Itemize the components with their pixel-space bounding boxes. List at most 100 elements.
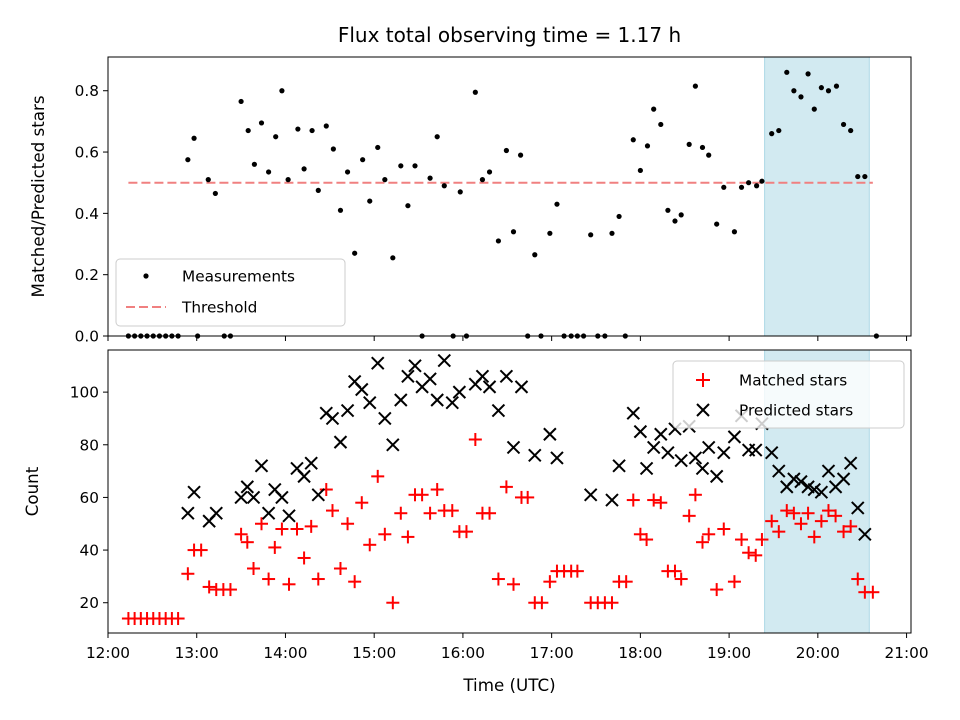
measurement-point [330, 146, 336, 152]
measurement-point [405, 203, 411, 209]
matched-star-point [459, 525, 473, 539]
matched-star-point [688, 488, 702, 502]
measurement-point [616, 213, 622, 220]
matched-star-point [297, 551, 311, 565]
predicted-star-point [363, 395, 377, 410]
predicted-star-point [386, 438, 400, 452]
predicted-star-point [717, 445, 731, 460]
count-legend: Matched stars Predicted stars [672, 360, 905, 429]
ratio-y-axis: 0.0 0.2 0.4 0.6 0.8 [75, 82, 108, 346]
predicted-star-point [550, 451, 564, 465]
measurement-point [678, 212, 684, 218]
measurement-point [672, 218, 678, 224]
measurement-point [309, 127, 315, 134]
ratio-y-tick-label: 0.6 [75, 144, 99, 162]
measurement-point [769, 131, 775, 137]
predicted-star-point [674, 453, 688, 468]
measurement-point [427, 175, 433, 181]
measurement-point [630, 137, 636, 143]
predicted-star-point [646, 440, 661, 455]
matched-star-point [851, 572, 865, 586]
measurement-point [637, 167, 643, 174]
count-x-tick-label: 18:00 [618, 644, 662, 662]
measurement-point [273, 134, 279, 140]
measurement-point [412, 163, 418, 169]
matched-star-point [282, 577, 296, 591]
predicted-star-point [475, 369, 490, 384]
observing-window-shade [764, 56, 870, 337]
matched-star-point [255, 517, 269, 531]
measurement-point [818, 85, 824, 91]
predicted-star-point [378, 411, 392, 426]
predicted-star-point [482, 380, 497, 394]
matched-star-point [268, 540, 282, 554]
measurement-point [472, 89, 478, 95]
predicted-star-point [814, 485, 829, 499]
matched-star-point [727, 575, 741, 589]
predicted-star-point [187, 485, 201, 499]
measurement-point [706, 152, 712, 158]
measurement-point [258, 120, 265, 126]
predicted-star-point [246, 490, 261, 505]
count-x-tick-label: 21:00 [885, 644, 929, 662]
predicted-star-point [261, 506, 276, 520]
matched-star-point [837, 525, 851, 539]
matched-star-point [742, 546, 756, 560]
measurement-point [245, 127, 251, 134]
matched-star-point [468, 433, 482, 447]
measurement-point [323, 123, 329, 129]
count-x-tick-label: 13:00 [175, 644, 219, 662]
measurement-point [658, 121, 664, 128]
predicted-star-point [394, 393, 408, 407]
measurement-point [344, 169, 351, 175]
predicted-star-point [528, 448, 542, 463]
measurement-point [791, 88, 797, 94]
matched-star-point [341, 517, 355, 531]
matched-star-point [829, 509, 843, 523]
measurement-point [398, 163, 404, 169]
count-y-tick-label: 40 [80, 542, 99, 560]
predicted-star-point [688, 451, 703, 465]
predicted-star-point [514, 380, 529, 394]
matched-star-point [262, 572, 276, 586]
measurement-point [721, 184, 727, 190]
count-y-tick-label: 20 [80, 594, 99, 612]
predicted-star-point [333, 435, 348, 449]
legend-measurement-marker [143, 273, 149, 279]
measurement-point [285, 177, 291, 183]
measurement-point [367, 198, 373, 204]
matched-star-point [844, 519, 858, 533]
ratio-legend: Measurements Threshold [115, 258, 346, 327]
predicted-star-point [709, 469, 724, 484]
measurement-point [457, 189, 463, 195]
matched-star-point [290, 522, 304, 536]
measurement-point [862, 173, 868, 180]
predicted-star-point [499, 369, 514, 384]
matched-star-point [333, 562, 347, 576]
predicted-star-point [695, 461, 710, 476]
predicted-star-point [355, 382, 369, 397]
matched-star-point [674, 572, 688, 586]
predicted-star-point [445, 395, 459, 410]
matched-star-point [717, 522, 731, 536]
predicted-star-point [821, 464, 836, 478]
measurement-point [746, 180, 752, 186]
predicted-star-point [583, 488, 598, 502]
measurement-point [840, 121, 847, 128]
matched-star-point [445, 504, 459, 518]
matched-star-point [348, 575, 362, 589]
measurement-point [532, 252, 538, 258]
predicted-star-point [701, 440, 716, 455]
measurement-point [191, 135, 197, 141]
matched-star-point [535, 596, 549, 610]
measurement-point [495, 238, 502, 244]
matched-star-point [570, 564, 584, 578]
matched-star-point [521, 490, 535, 504]
predicted-star-point [325, 411, 340, 426]
predicted-star-point [437, 353, 451, 368]
predicted-star-point [626, 406, 640, 420]
measurement-point [692, 83, 698, 89]
measurement-point [382, 177, 388, 183]
matched-star-point [275, 522, 289, 536]
